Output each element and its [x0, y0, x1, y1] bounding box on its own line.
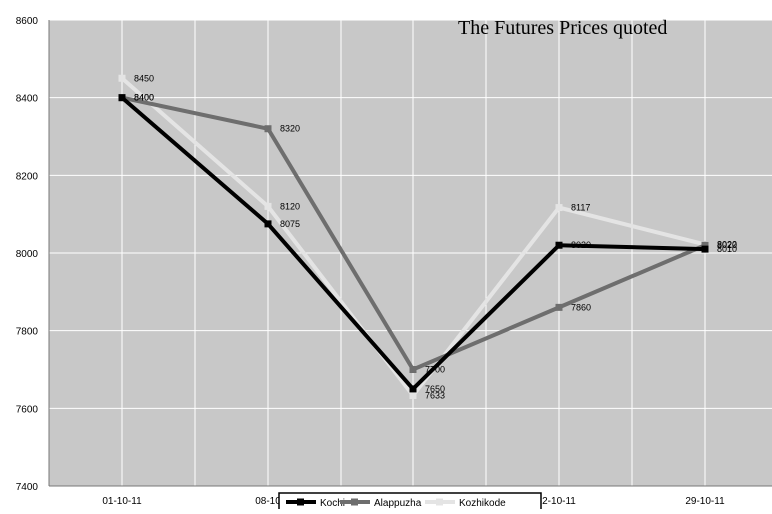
y-tick-label: 7400: [16, 482, 39, 493]
data-label: 8400: [134, 93, 154, 103]
legend-entry-label: Kozhikode: [459, 498, 506, 509]
data-point: [409, 385, 417, 393]
y-tick-label: 8000: [16, 249, 39, 260]
data-label: 8010: [717, 244, 737, 254]
data-label: 8320: [280, 124, 300, 134]
legend-swatch-marker: [351, 498, 358, 506]
legend: Kochi Alappuzha Kozhikode: [278, 492, 542, 512]
legend-entry-label: Alappuzha: [374, 498, 422, 509]
data-point: [701, 241, 709, 249]
data-label: 8020: [717, 240, 737, 250]
data-label: 7860: [571, 302, 591, 312]
data-point: [264, 125, 272, 133]
data-label: 8020: [571, 240, 591, 250]
data-point: [701, 245, 709, 253]
data-label: 8075: [280, 219, 300, 229]
data-label: 8400: [134, 93, 154, 103]
x-tick-label: 01-10-11: [102, 496, 142, 507]
y-tick-label: 7800: [16, 327, 39, 338]
x-tick-label: 08-10: [255, 496, 281, 507]
data-point: [555, 241, 563, 249]
y-tick-label: 8200: [16, 171, 39, 182]
data-point: [409, 366, 417, 373]
x-tick-label: 29-10-11: [685, 496, 725, 507]
data-point: [264, 202, 272, 210]
data-labels: 8450840084008320812080757700765076338117…: [134, 73, 737, 400]
tick-labels: 7400 7600 7800 8000 8200 8400 8600 01-10-11 08-1…: [16, 16, 725, 507]
data-point: [555, 204, 563, 212]
data-label: 7700: [425, 365, 445, 375]
data-label: 8120: [280, 201, 300, 211]
chart-title: The Futures Prices quoted: [458, 17, 667, 39]
axes: [48, 20, 772, 487]
legend-entry-label: Kochi: [320, 498, 345, 509]
data-label: 8117: [571, 203, 590, 213]
data-point: [555, 303, 563, 311]
data-label: 8450: [134, 73, 154, 83]
legend-swatch-marker: [297, 498, 304, 506]
data-label: 7650: [425, 384, 445, 394]
data-point: [118, 74, 126, 82]
legend-swatch-marker: [436, 498, 443, 506]
series-lines: [118, 74, 709, 400]
data-label: 7633: [425, 391, 445, 401]
data-point: [118, 94, 126, 102]
data-point: [409, 392, 417, 400]
data-point: [264, 220, 272, 228]
x-tick-label: 2-10-11: [542, 496, 576, 507]
y-tick-label: 8400: [16, 94, 39, 105]
data-label: 8022: [717, 239, 737, 249]
y-tick-label: 8600: [16, 16, 39, 27]
y-tick-label: 7600: [16, 404, 39, 415]
